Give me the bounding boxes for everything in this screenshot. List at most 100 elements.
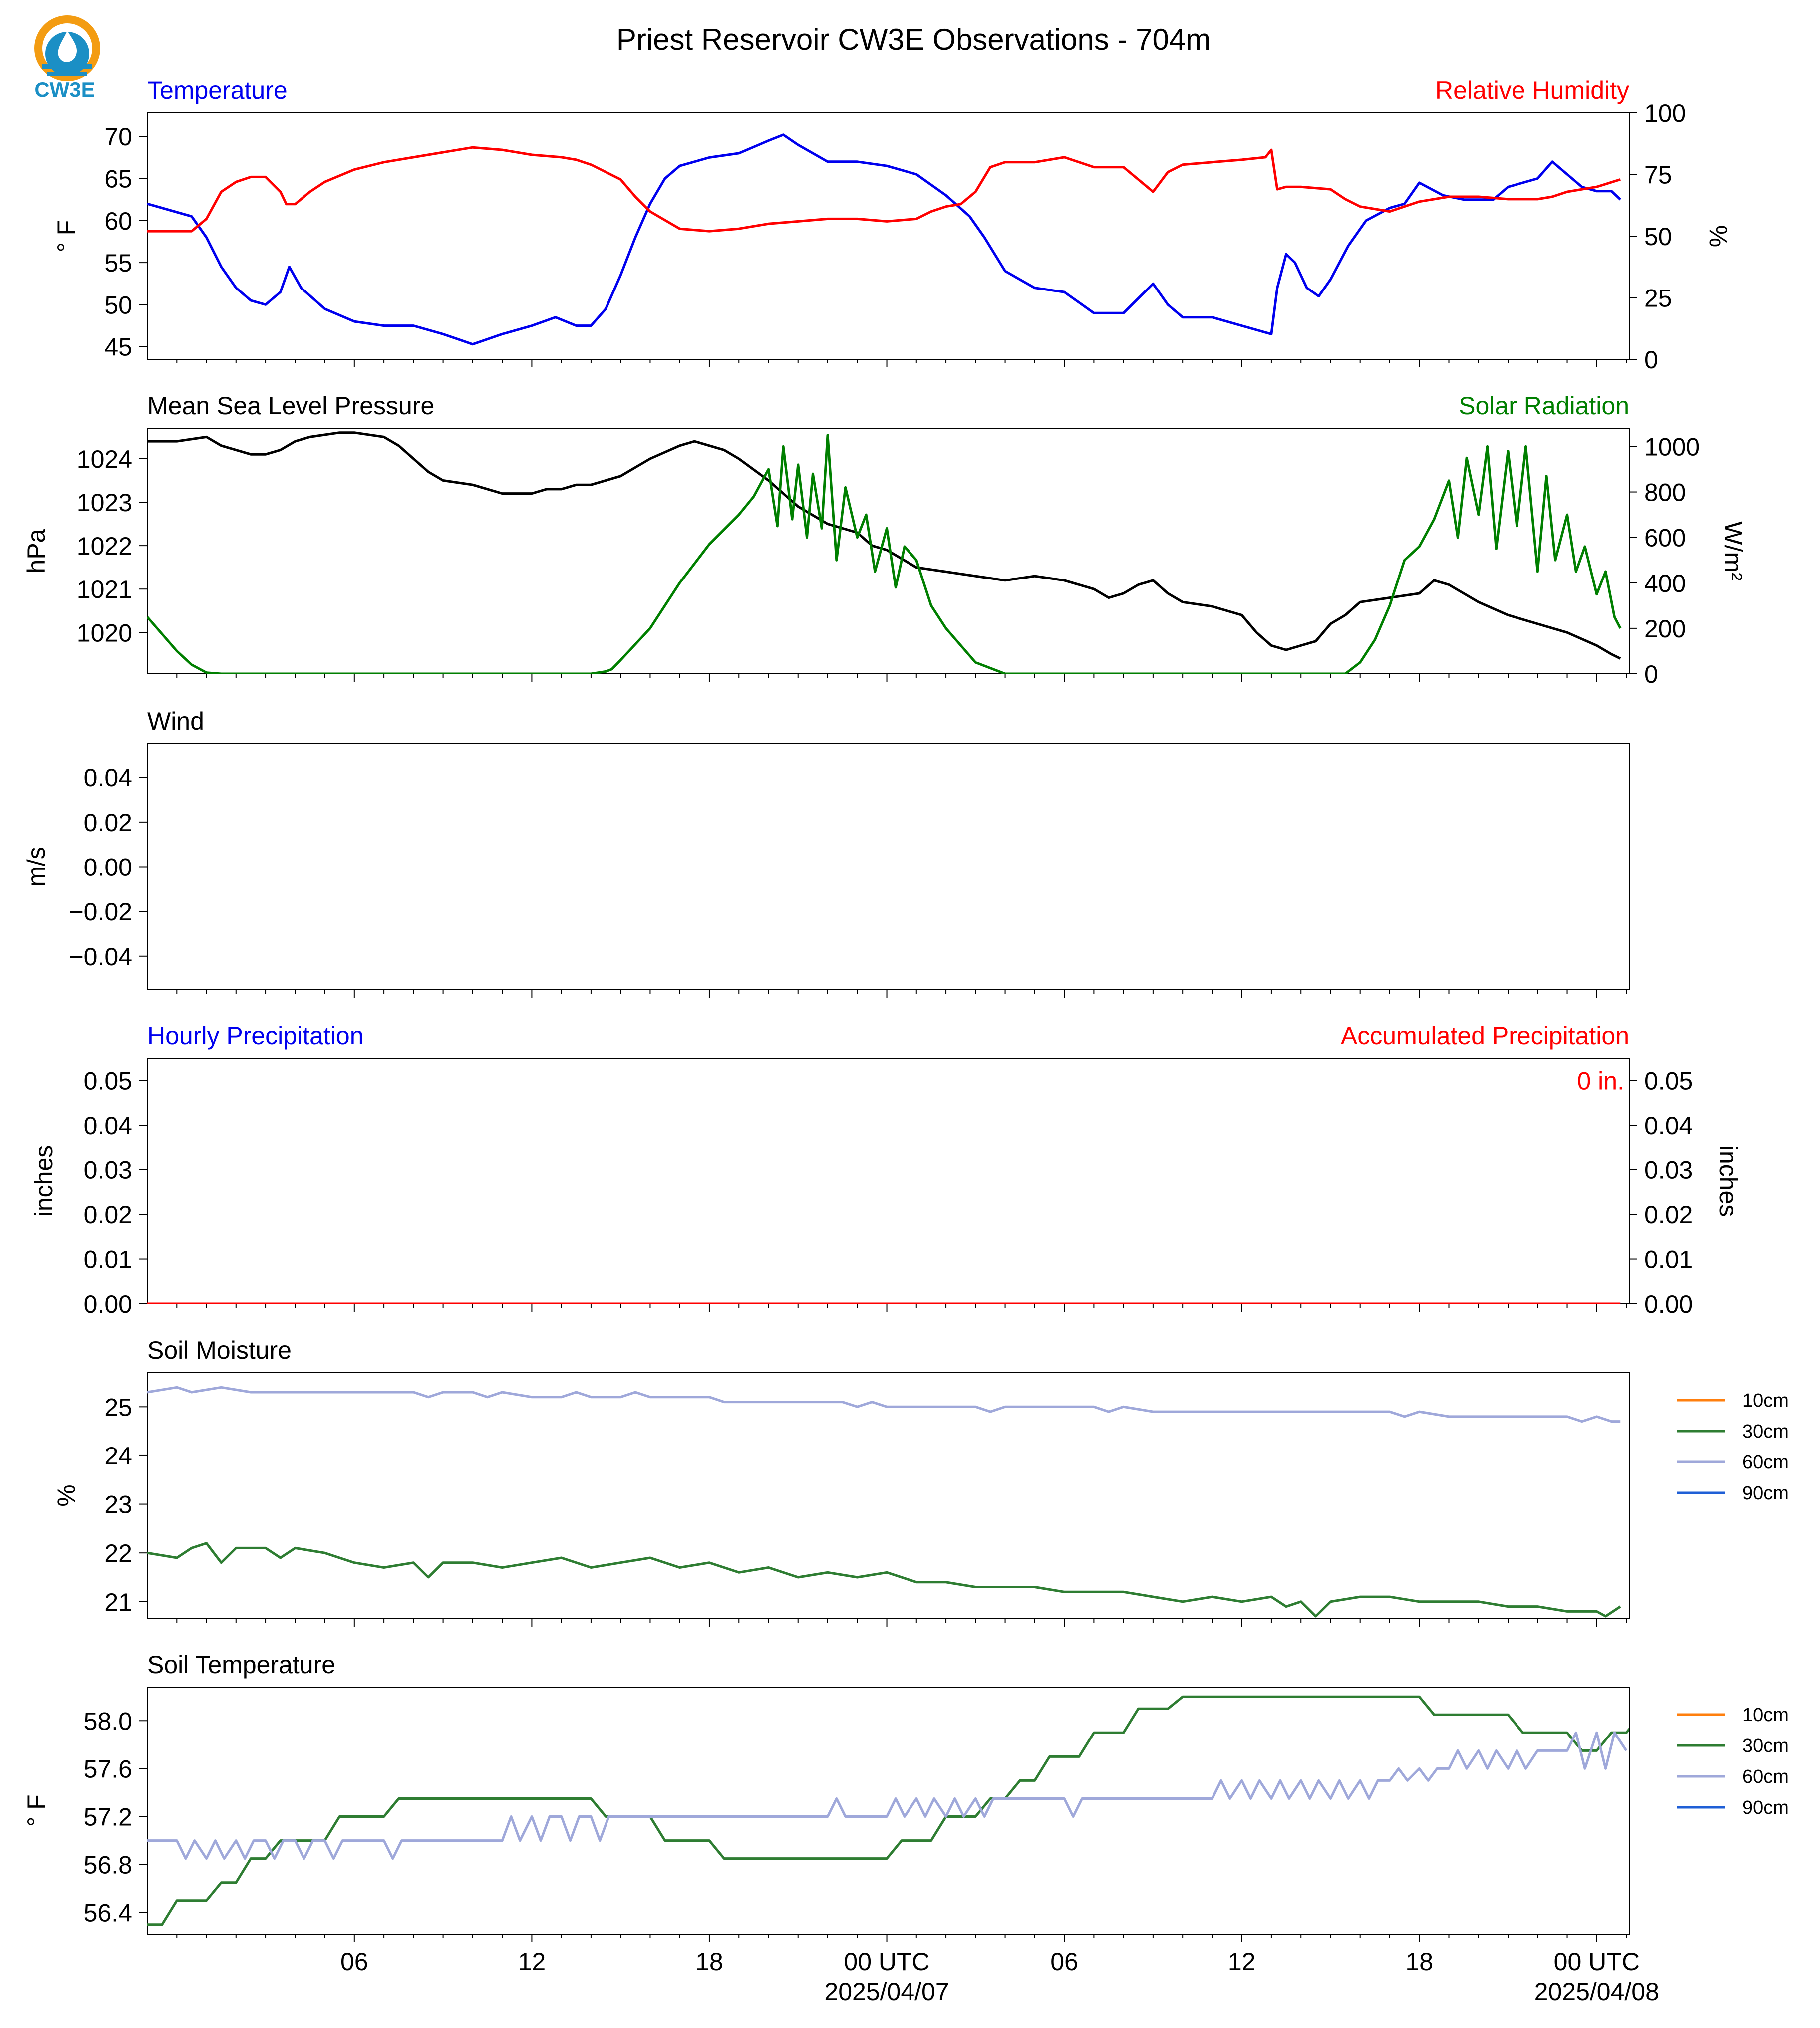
y-tick-label-right: 1000 bbox=[1644, 433, 1700, 461]
y-tick-label: 50 bbox=[104, 291, 132, 319]
x-tick-label: 06 bbox=[1050, 1948, 1078, 1976]
y-tick-label: 1023 bbox=[77, 489, 132, 517]
y-tick-label: 1022 bbox=[77, 532, 132, 560]
y-tick-label-right: 0.00 bbox=[1644, 1290, 1693, 1318]
logo-text: CW3E bbox=[34, 78, 95, 101]
y-tick-label-right: 75 bbox=[1644, 161, 1672, 189]
logo-sun-ring bbox=[34, 15, 100, 81]
y-tick-label-right: 0.02 bbox=[1644, 1201, 1693, 1229]
y-tick-label: 45 bbox=[104, 333, 132, 361]
y-tick-label: 0.04 bbox=[84, 1112, 132, 1140]
x-tick-label: 18 bbox=[1405, 1948, 1433, 1976]
panels: Temperature Relative Humidity 45 50 55 60 65 70… bbox=[22, 76, 1789, 1942]
legend-label: 90cm bbox=[1742, 1483, 1789, 1504]
legend-label: 30cm bbox=[1742, 1736, 1789, 1756]
logo-drop-icon bbox=[58, 31, 77, 62]
y-tick-label: 70 bbox=[104, 123, 132, 151]
panel-pressure_solar: Mean Sea Level Pressure Solar Radiation 10… bbox=[22, 392, 1747, 688]
y-tick-label-right: 0 bbox=[1644, 346, 1658, 374]
y-tick-label-right: 100 bbox=[1644, 99, 1686, 127]
y-tick-label: 1020 bbox=[77, 619, 132, 647]
x-tick-label: 06 bbox=[340, 1948, 368, 1976]
y-tick-label-right: 400 bbox=[1644, 570, 1686, 597]
y-axis-label-right: inches bbox=[1714, 1145, 1742, 1217]
panel-title-left: Soil Temperature bbox=[147, 1651, 335, 1679]
logo-wave-2 bbox=[47, 72, 87, 76]
y-tick-label: 0.04 bbox=[84, 764, 132, 792]
x-tick-label: 18 bbox=[695, 1948, 723, 1976]
series-line-30cm bbox=[147, 1695, 1629, 1926]
y-tick-label: 60 bbox=[104, 207, 132, 235]
series-line-relative_humidity bbox=[147, 146, 1621, 233]
panel-title-right: Accumulated Precipitation bbox=[1341, 1022, 1629, 1050]
panel-title-left: Wind bbox=[147, 707, 204, 735]
y-tick-label: 24 bbox=[104, 1442, 132, 1470]
y-tick-label: 57.6 bbox=[84, 1755, 132, 1783]
legend-label: 10cm bbox=[1742, 1390, 1789, 1411]
panel-precip: Hourly Precipitation Accumulated Precipit… bbox=[30, 1022, 1742, 1318]
x-tick-label: 12 bbox=[518, 1948, 546, 1976]
panel-soil_temperature: Soil Temperature 56.4 56.8 57.2 57.6 58.0 ° F 1… bbox=[22, 1651, 1789, 1942]
series-line-pressure bbox=[147, 431, 1621, 660]
legend-label: 10cm bbox=[1742, 1705, 1789, 1726]
series-line-60cm bbox=[147, 1386, 1621, 1423]
y-tick-label: 0.02 bbox=[84, 1201, 132, 1229]
panel-title-right: Solar Radiation bbox=[1459, 392, 1629, 420]
legend-label: 60cm bbox=[1742, 1452, 1789, 1473]
y-axis-label-left: ° F bbox=[52, 220, 80, 252]
y-tick-label: 0.01 bbox=[84, 1246, 132, 1274]
y-tick-label: 0.05 bbox=[84, 1067, 132, 1095]
x-tick-date-label: 2025/04/08 bbox=[1534, 1978, 1659, 2006]
y-tick-label-right: 50 bbox=[1644, 223, 1672, 251]
y-tick-label: 22 bbox=[104, 1539, 132, 1567]
y-tick-label: 0.00 bbox=[84, 1290, 132, 1318]
y-tick-label: 55 bbox=[104, 249, 132, 277]
y-tick-label: 58.0 bbox=[84, 1707, 132, 1735]
y-tick-label-right: 800 bbox=[1644, 479, 1686, 507]
legend-label: 60cm bbox=[1742, 1766, 1789, 1787]
series-line-60cm bbox=[147, 1731, 1628, 1860]
panel-wind: Wind −0.04 −0.02 0.00 0.02 0.04 m/s bbox=[22, 707, 1630, 998]
y-tick-label: 0.03 bbox=[84, 1157, 132, 1184]
legend-label: 90cm bbox=[1742, 1797, 1789, 1818]
y-axis-label-right: % bbox=[1704, 225, 1732, 247]
x-tick-date-label: 2025/04/07 bbox=[824, 1978, 949, 2006]
panel-frame bbox=[147, 1372, 1630, 1619]
panel-title-right: Relative Humidity bbox=[1435, 76, 1629, 104]
y-axis-label-left: hPa bbox=[22, 529, 50, 573]
accumulated-precip-annotation: 0 in. bbox=[1577, 1067, 1624, 1095]
y-tick-label: 56.8 bbox=[84, 1851, 132, 1879]
y-tick-label: 65 bbox=[104, 165, 132, 193]
y-tick-label: 57.2 bbox=[84, 1803, 132, 1831]
y-tick-label: 25 bbox=[104, 1393, 132, 1421]
y-tick-label: 1021 bbox=[77, 576, 132, 603]
y-tick-label: 0.02 bbox=[84, 809, 132, 837]
y-tick-label: 1024 bbox=[77, 445, 132, 473]
panel-title-left: Temperature bbox=[147, 76, 288, 104]
y-axis-label-left: m/s bbox=[22, 847, 50, 887]
series-line-30cm bbox=[147, 1542, 1621, 1618]
y-tick-label: 23 bbox=[104, 1491, 132, 1519]
panel-soil_moisture: Soil Moisture 21 22 23 24 25% 10cm 30cm 60cm 90cm bbox=[52, 1336, 1789, 1627]
y-axis-label-right: W/m² bbox=[1719, 521, 1747, 580]
y-tick-label-right: 0.05 bbox=[1644, 1067, 1693, 1095]
x-tick-label: 12 bbox=[1228, 1948, 1256, 1976]
panel-temp_rh: Temperature Relative Humidity 45 50 55 60 65 70… bbox=[52, 76, 1732, 374]
y-tick-label: 0.00 bbox=[84, 854, 132, 881]
y-tick-label-right: 200 bbox=[1644, 615, 1686, 643]
y-tick-label-right: 25 bbox=[1644, 285, 1672, 312]
x-tick-label: 00 UTC bbox=[1554, 1948, 1640, 1976]
x-tick-label: 00 UTC bbox=[844, 1948, 929, 1976]
panel-title-left: Soil Moisture bbox=[147, 1336, 292, 1364]
logo-wave-1 bbox=[42, 64, 92, 69]
y-tick-label: −0.02 bbox=[69, 898, 132, 926]
legend-label: 30cm bbox=[1742, 1421, 1789, 1442]
y-tick-label: 21 bbox=[104, 1588, 132, 1616]
y-tick-label: 56.4 bbox=[84, 1899, 132, 1927]
figure-title: Priest Reservoir CW3E Observations - 704… bbox=[616, 23, 1211, 56]
y-tick-label-right: 0.01 bbox=[1644, 1246, 1693, 1274]
panel-frame bbox=[147, 428, 1630, 674]
